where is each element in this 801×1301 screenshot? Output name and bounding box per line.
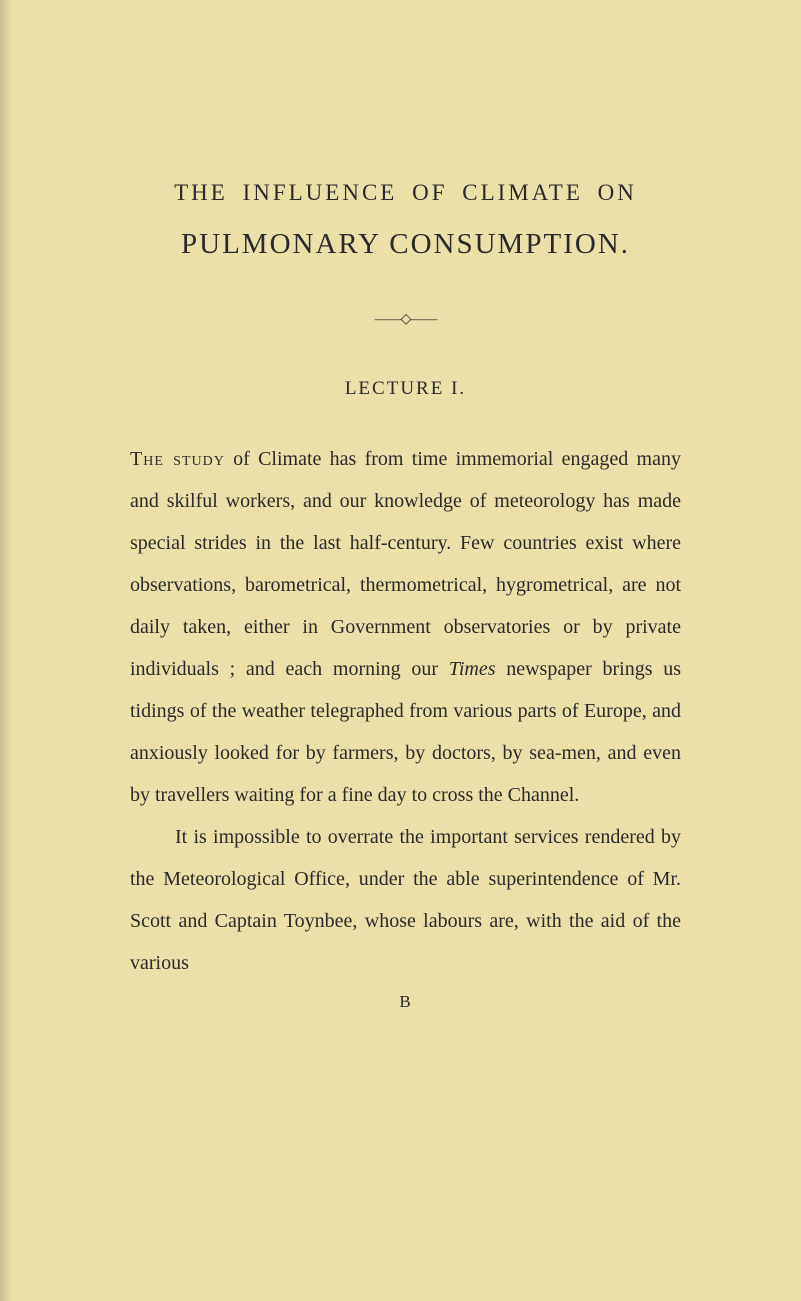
body-text: The study of Climate has from time immem… — [130, 438, 681, 984]
title-line-1: THE INFLUENCE OF CLIMATE ON — [130, 180, 681, 206]
text-segment: Times — [449, 658, 496, 680]
lecture-heading: LECTURE I. — [130, 378, 681, 400]
paragraph: The study of Climate has from time immem… — [130, 438, 681, 816]
text-segment: It is impossible to overrate the importa… — [130, 826, 681, 974]
title-line-2: PULMONARY CONSUMPTION. — [130, 228, 681, 261]
text-segment: newspaper brings us tidings of the weath… — [130, 658, 681, 806]
section-divider: ——◇—— — [130, 311, 681, 328]
document-page: THE INFLUENCE OF CLIMATE ON PULMONARY CO… — [0, 0, 801, 1072]
page-signature-marker: B — [130, 992, 681, 1012]
paragraph: It is impossible to overrate the importa… — [130, 816, 681, 984]
page-edge-shadow — [0, 0, 12, 1301]
text-segment: The study — [130, 448, 225, 470]
text-segment: of Climate has from time immemorial enga… — [130, 448, 681, 680]
